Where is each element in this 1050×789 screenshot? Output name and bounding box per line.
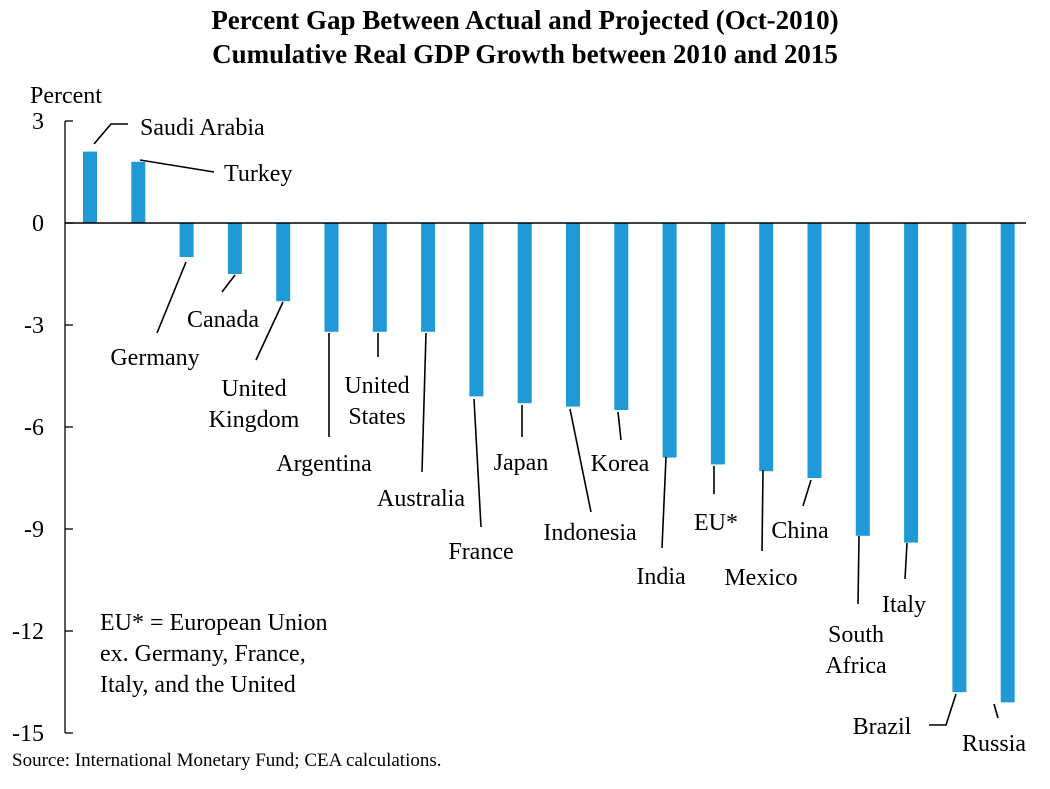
bar-italy [904,223,919,543]
leader-line-germany [156,261,187,334]
bar-label-united-states-2: States [348,404,405,430]
leader-line-france [473,398,482,528]
bar-argentina [324,223,339,332]
eu-footnote: EU* = European Union ex. Germany, France… [100,608,327,701]
bar-france [469,223,484,397]
bar-label-russia: Russia [962,731,1026,757]
source-note: Source: International Monetary Fund; CEA… [12,750,442,771]
leader-line-saudi-arabia [93,123,128,145]
bar-label-canada: Canada [187,307,259,333]
bar-label-united-kingdom-1: United [221,376,286,402]
chart-subtitle: Cumulative Real GDP Growth between 2010 … [212,39,838,69]
bar-label-argentina: Argentina [276,451,372,477]
bar-label-turkey: Turkey [224,161,292,187]
bar-label-italy: Italy [882,592,926,618]
leader-line-italy [904,542,908,580]
leader-line-brazil [929,693,957,726]
bar-label-china: China [771,518,829,544]
eu-footnote-line-2: ex. Germany, France, [100,641,306,667]
y-tick-label: -12 [12,619,44,645]
leader-line-turkey [139,159,215,173]
bar-label-france: France [448,539,513,565]
leader-line-united-kingdom [255,301,284,361]
y-tick-label: -3 [24,313,44,339]
bar-label-south-africa-1: South [828,622,884,648]
leader-line-australia [421,332,427,473]
bar-label-indonesia: Indonesia [543,520,637,546]
eu-footnote-line-3: Italy, and the United [100,672,296,698]
bar-china [807,223,822,478]
bar-south-africa [855,223,870,536]
bar-brazil [952,223,967,693]
bar-saudi-arabia [83,151,97,223]
bar-label-saudi-arabia: Saudi Arabia [140,115,265,141]
bar-russia [1000,223,1015,703]
leader-line-mexico [761,469,764,552]
bar-mexico [759,223,774,472]
leader-line-russia [993,703,999,719]
bar-united-states [372,223,387,332]
y-tick-label: 3 [32,109,44,135]
leader-line-south-africa [857,535,860,605]
y-tick-label: -15 [12,721,44,747]
y-tick-label: -9 [24,517,44,543]
eu-footnote-line-1: EU* = European Union [100,610,328,636]
bar-label-united-kingdom-2: Kingdom [209,407,300,433]
leader-line-korea [617,411,622,441]
bar-label-united-states-1: United [344,373,409,399]
y-axis-title: Percent [30,83,102,109]
leader-line-india [661,456,667,549]
chart-title: Percent Gap Between Actual and Projected… [211,5,839,35]
bar-label-germany: Germany [110,345,199,371]
bar-label-australia: Australia [377,486,465,512]
bar-japan [517,223,532,404]
leader-line-canada [221,274,236,293]
bar-label-korea: Korea [591,451,650,477]
bar-label-brazil: Brazil [853,714,912,740]
bar-label-eu: EU* [694,510,738,536]
y-tick-label: -6 [24,415,44,441]
bar-canada [227,223,242,274]
y-tick-label: 0 [32,211,44,237]
bar-india [662,223,677,458]
bar-korea [614,223,629,410]
bar-turkey [131,161,146,223]
bar-label-south-africa-2: Africa [825,653,887,679]
bar-eu [710,223,725,465]
bar-label-india: India [636,564,686,590]
leader-line-indonesia [569,408,592,513]
leader-line-china [802,479,812,507]
bar-australia [421,223,436,332]
bar-germany [179,223,194,257]
bar-indonesia [566,223,580,407]
bar-label-japan: Japan [494,450,549,476]
bar-united-kingdom [276,223,291,302]
bar-label-mexico: Mexico [724,565,797,591]
